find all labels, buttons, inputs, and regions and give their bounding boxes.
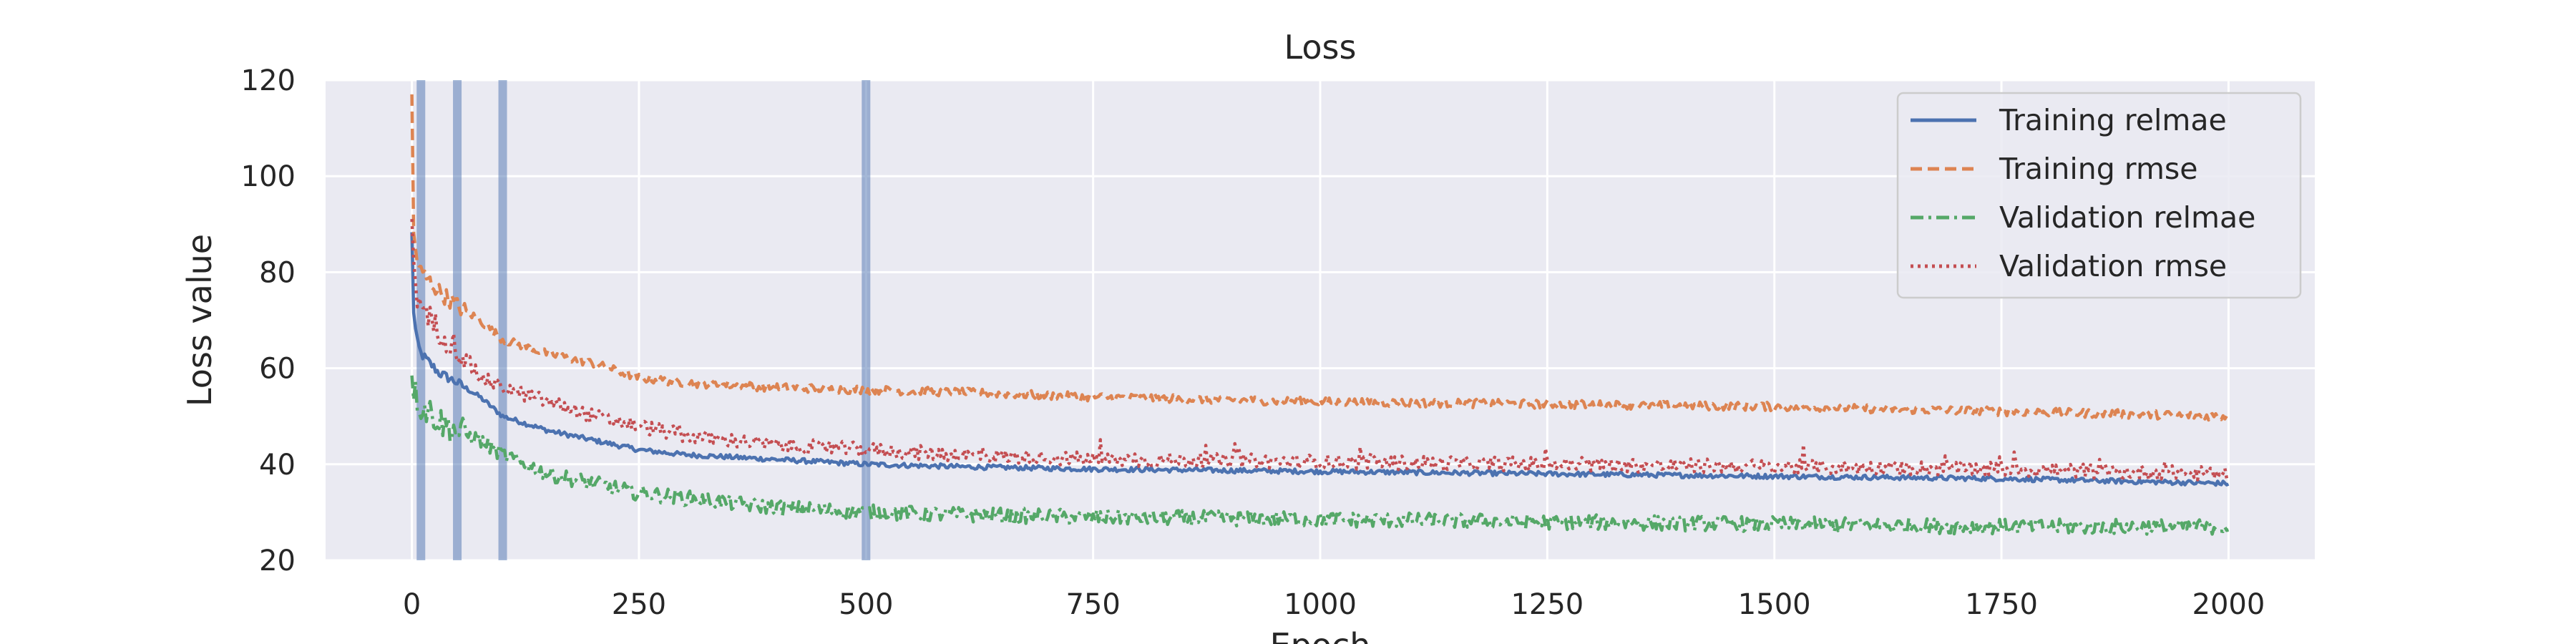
x-tick-label: 250 (612, 588, 666, 621)
x-tick-label: 0 (403, 588, 421, 621)
x-tick-label: 1750 (1965, 588, 2038, 621)
y-tick-label: 20 (259, 545, 296, 577)
x-tick-label: 1000 (1284, 588, 1357, 621)
y-tick-label: 60 (259, 353, 296, 386)
series-layer (410, 94, 2230, 536)
x-tick-label: 750 (1065, 588, 1120, 621)
y-axis-label: Loss value (180, 234, 219, 406)
y-tick-label: 100 (241, 160, 296, 193)
x-tick-label: 2000 (2192, 588, 2265, 621)
series-line-3 (410, 219, 2230, 482)
x-tick-label: 1250 (1511, 588, 1584, 621)
legend-label: Validation relmae (1999, 200, 2255, 235)
x-tick-label: 500 (839, 588, 893, 621)
series-line-1 (410, 94, 2230, 422)
y-axis-ticks: 20 40 60 80 100 120 (241, 64, 296, 577)
legend-box (1896, 92, 2302, 299)
legend-label: Training rmse (1999, 152, 2197, 186)
x-axis-ticks: 0 250 500 750 1000 1250 1500 1750 2000 (403, 588, 2265, 621)
x-axis-label: Epoch (1270, 626, 1371, 644)
x-tick-label: 1500 (1738, 588, 1811, 621)
legend-label: Training relmae (1999, 103, 2227, 137)
legend-label: Validation rmse (1999, 249, 2227, 283)
vertical-markers (416, 80, 871, 560)
y-tick-label: 120 (241, 64, 296, 97)
y-tick-label: 80 (259, 256, 296, 289)
series-line-2 (410, 375, 2230, 536)
chart-title: Loss (1284, 28, 1357, 67)
legend: Training relmae Training rmse Validation r… (1896, 92, 2302, 299)
y-tick-label: 40 (259, 449, 296, 482)
series-line-0 (410, 232, 2230, 487)
